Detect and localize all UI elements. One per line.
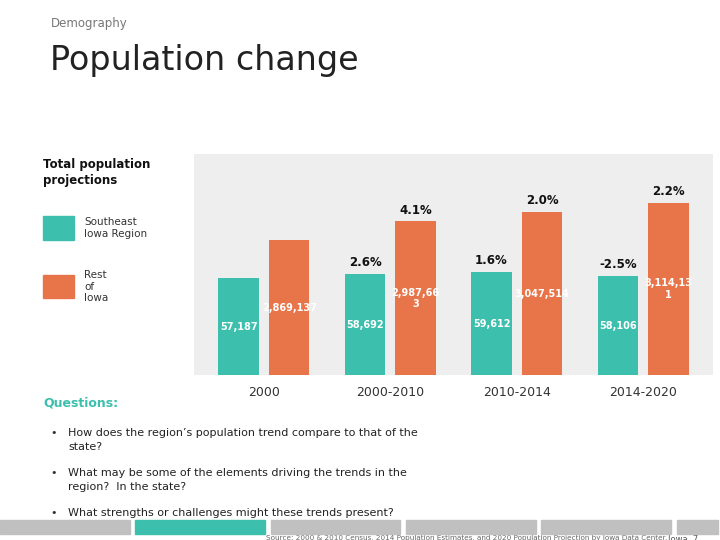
Text: Source: 2000 & 2010 Census, 2014 Population Estimates, and 2020 Population Proje: Source: 2000 & 2010 Census, 2014 Populat… bbox=[266, 535, 667, 540]
Text: 57,187: 57,187 bbox=[220, 321, 258, 332]
Text: Southeast
Iowa Region: Southeast Iowa Region bbox=[84, 217, 147, 239]
Bar bbox=[345, 274, 385, 375]
Text: Demography: Demography bbox=[50, 17, 127, 30]
Text: 3,114,13
1: 3,114,13 1 bbox=[644, 278, 693, 300]
Bar bbox=[271, 520, 400, 534]
Text: •: • bbox=[50, 468, 57, 478]
Text: What strengths or challenges might these trends present?: What strengths or challenges might these… bbox=[68, 508, 394, 518]
Text: 2,987,66
3: 2,987,66 3 bbox=[392, 288, 440, 309]
Text: 4.1%: 4.1% bbox=[400, 204, 432, 217]
Text: 2.0%: 2.0% bbox=[526, 194, 559, 207]
Text: 3,047,514: 3,047,514 bbox=[515, 289, 570, 299]
Bar bbox=[218, 278, 259, 375]
Bar bbox=[395, 221, 436, 375]
Bar bbox=[541, 520, 671, 534]
Bar bbox=[42, 216, 73, 240]
Bar bbox=[135, 520, 265, 534]
Text: 2.2%: 2.2% bbox=[652, 185, 685, 198]
Bar bbox=[406, 520, 536, 534]
Bar bbox=[269, 240, 310, 375]
Text: Total population
projections: Total population projections bbox=[42, 158, 150, 186]
Text: 1.6%: 1.6% bbox=[475, 254, 508, 267]
Text: 2,869,137: 2,869,137 bbox=[262, 303, 317, 313]
Text: 2.6%: 2.6% bbox=[348, 256, 382, 269]
Bar bbox=[598, 276, 638, 375]
Bar bbox=[0, 520, 130, 534]
Text: •: • bbox=[50, 429, 57, 438]
Text: 59,612: 59,612 bbox=[473, 319, 510, 329]
Text: section 02: section 02 bbox=[139, 522, 189, 532]
Text: What may be some of the elements driving the trends in the
region?  In the state: What may be some of the elements driving… bbox=[68, 468, 408, 491]
Text: •: • bbox=[50, 508, 57, 518]
Text: Questions:: Questions: bbox=[43, 396, 118, 410]
Bar bbox=[472, 272, 512, 375]
Bar bbox=[522, 212, 562, 375]
Text: Rest
of
Iowa: Rest of Iowa bbox=[84, 270, 108, 303]
Bar bbox=[42, 275, 73, 299]
Bar bbox=[677, 520, 718, 534]
Text: Population change: Population change bbox=[50, 44, 359, 77]
Text: -2.5%: -2.5% bbox=[599, 258, 636, 271]
Bar bbox=[648, 202, 689, 375]
Text: How does the region’s population trend compare to that of the
state?: How does the region’s population trend c… bbox=[68, 429, 418, 451]
Text: 58,106: 58,106 bbox=[599, 321, 636, 330]
Text: 58,692: 58,692 bbox=[346, 320, 384, 329]
Text: Iowa  7: Iowa 7 bbox=[668, 535, 698, 540]
